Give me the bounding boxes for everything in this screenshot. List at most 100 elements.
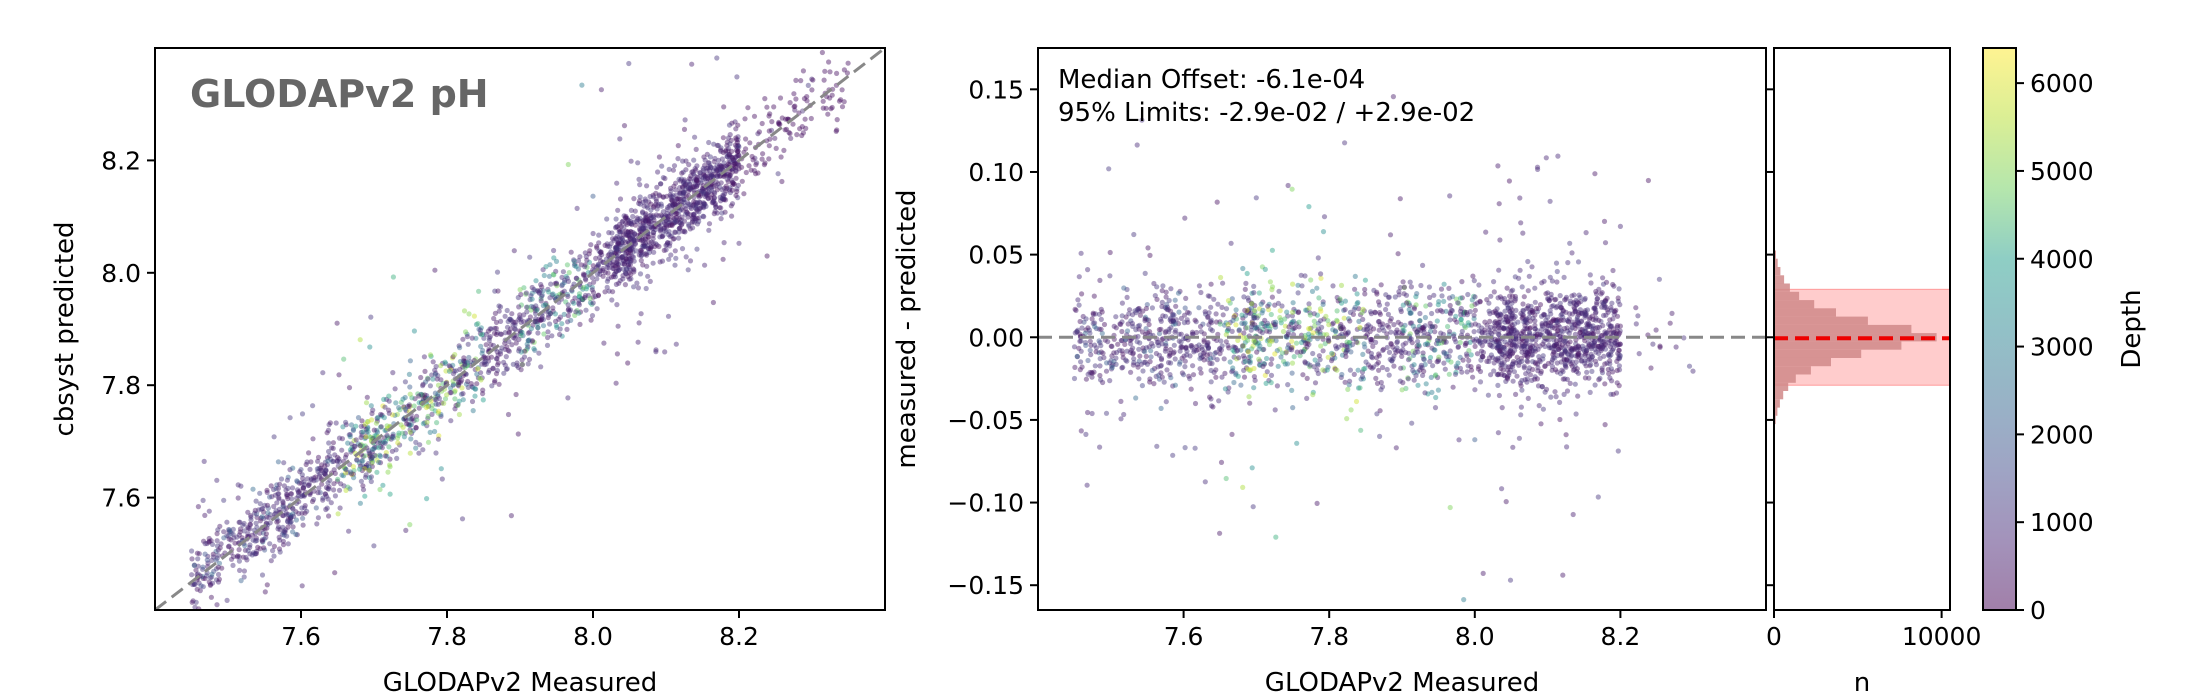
scatter-point	[547, 262, 553, 268]
scatter-point	[1436, 299, 1442, 305]
scatter-point	[672, 229, 679, 235]
scatter-point	[209, 571, 215, 577]
scatter-point	[1176, 338, 1182, 344]
scatter-point	[1648, 365, 1654, 371]
scatter-point	[217, 545, 223, 551]
scatter-point	[285, 541, 291, 547]
scatter-point	[1342, 307, 1348, 313]
scatter-point	[455, 381, 461, 387]
scatter-point	[683, 186, 689, 192]
scatter-point	[552, 311, 559, 317]
scatter-point	[318, 467, 324, 473]
scatter-point	[254, 537, 260, 544]
scatter-point	[452, 396, 458, 402]
scatter-point	[631, 238, 637, 244]
scatter-point	[628, 221, 634, 227]
scatter-point	[728, 177, 735, 183]
scatter-point	[307, 466, 313, 472]
scatter-point	[625, 261, 632, 267]
scatter-point	[275, 526, 281, 532]
scatter-point	[642, 251, 648, 257]
scatter-point	[283, 527, 289, 533]
scatter-point	[729, 213, 735, 219]
scatter-point	[592, 293, 599, 300]
scatter-point	[671, 197, 677, 204]
scatter-point	[523, 290, 530, 296]
scatter-point	[334, 454, 341, 460]
scatter-point	[429, 402, 436, 408]
scatter-point	[638, 257, 644, 264]
scatter-point	[1603, 312, 1609, 318]
scatter-point	[425, 403, 431, 409]
scatter-point	[614, 351, 621, 357]
scatter-point	[546, 289, 552, 295]
scatter-point	[650, 240, 656, 246]
scatter-point	[545, 329, 551, 335]
scatter-point	[432, 390, 438, 396]
scatter-point	[460, 391, 466, 397]
scatter-point	[525, 361, 531, 367]
scatter-point	[226, 529, 232, 535]
scatter-point	[486, 337, 492, 344]
scatter-point	[357, 466, 363, 472]
scatter-point	[702, 162, 708, 169]
scatter-point	[252, 510, 258, 516]
scatter-point	[230, 554, 237, 560]
scatter-point	[390, 433, 396, 439]
scatter-point	[654, 206, 660, 212]
scatter-point	[533, 288, 539, 294]
scatter-point	[668, 197, 674, 203]
scatter-point	[461, 308, 468, 314]
scatter-point	[704, 193, 710, 199]
scatter-point	[819, 49, 826, 56]
scatter-point	[1191, 347, 1197, 353]
scatter-point	[640, 262, 646, 268]
scatter-point	[367, 451, 373, 457]
scatter-point	[541, 331, 547, 337]
scatter-point	[1518, 220, 1524, 226]
scatter-point	[637, 226, 643, 232]
scatter-point	[1452, 371, 1459, 377]
scatter-point	[357, 463, 364, 469]
scatter-point	[1535, 383, 1542, 389]
scatter-point	[638, 253, 644, 259]
scatter-point	[1471, 329, 1477, 335]
scatter-point	[593, 255, 599, 261]
scatter-point	[1498, 366, 1504, 372]
scatter-point	[420, 381, 426, 387]
scatter-point	[505, 347, 511, 353]
scatter-point	[213, 577, 220, 583]
scatter-point	[331, 481, 337, 487]
scatter-point	[333, 420, 339, 426]
scatter-point	[733, 175, 739, 181]
y-tick-label: 8.0	[101, 259, 141, 288]
scatter-point	[1139, 383, 1145, 389]
scatter-point	[280, 513, 286, 519]
scatter-point	[1442, 366, 1448, 372]
scatter-point	[690, 218, 696, 224]
scatter-point	[722, 148, 729, 154]
scatter-point	[687, 204, 694, 210]
scatter-point	[1133, 327, 1139, 333]
scatter-point	[225, 544, 232, 550]
scatter-point	[732, 163, 738, 169]
scatter-point	[504, 324, 511, 330]
scatter-point	[423, 404, 429, 411]
scatter-point	[712, 155, 718, 162]
scatter-point	[582, 272, 588, 278]
scatter-point	[732, 119, 738, 125]
scatter-point	[1339, 371, 1345, 378]
scatter-point	[1604, 330, 1610, 336]
scatter-point	[1242, 358, 1248, 365]
scatter-point	[407, 358, 413, 364]
scatter-point	[1221, 356, 1227, 362]
scatter-point	[1300, 372, 1306, 378]
scatter-point	[601, 340, 607, 346]
scatter-point	[221, 497, 227, 503]
scatter-point	[322, 463, 328, 469]
scatter-point	[540, 323, 547, 329]
scatter-point	[670, 236, 676, 242]
scatter-point	[261, 509, 267, 515]
scatter-point	[321, 470, 327, 476]
scatter-point	[417, 442, 423, 448]
